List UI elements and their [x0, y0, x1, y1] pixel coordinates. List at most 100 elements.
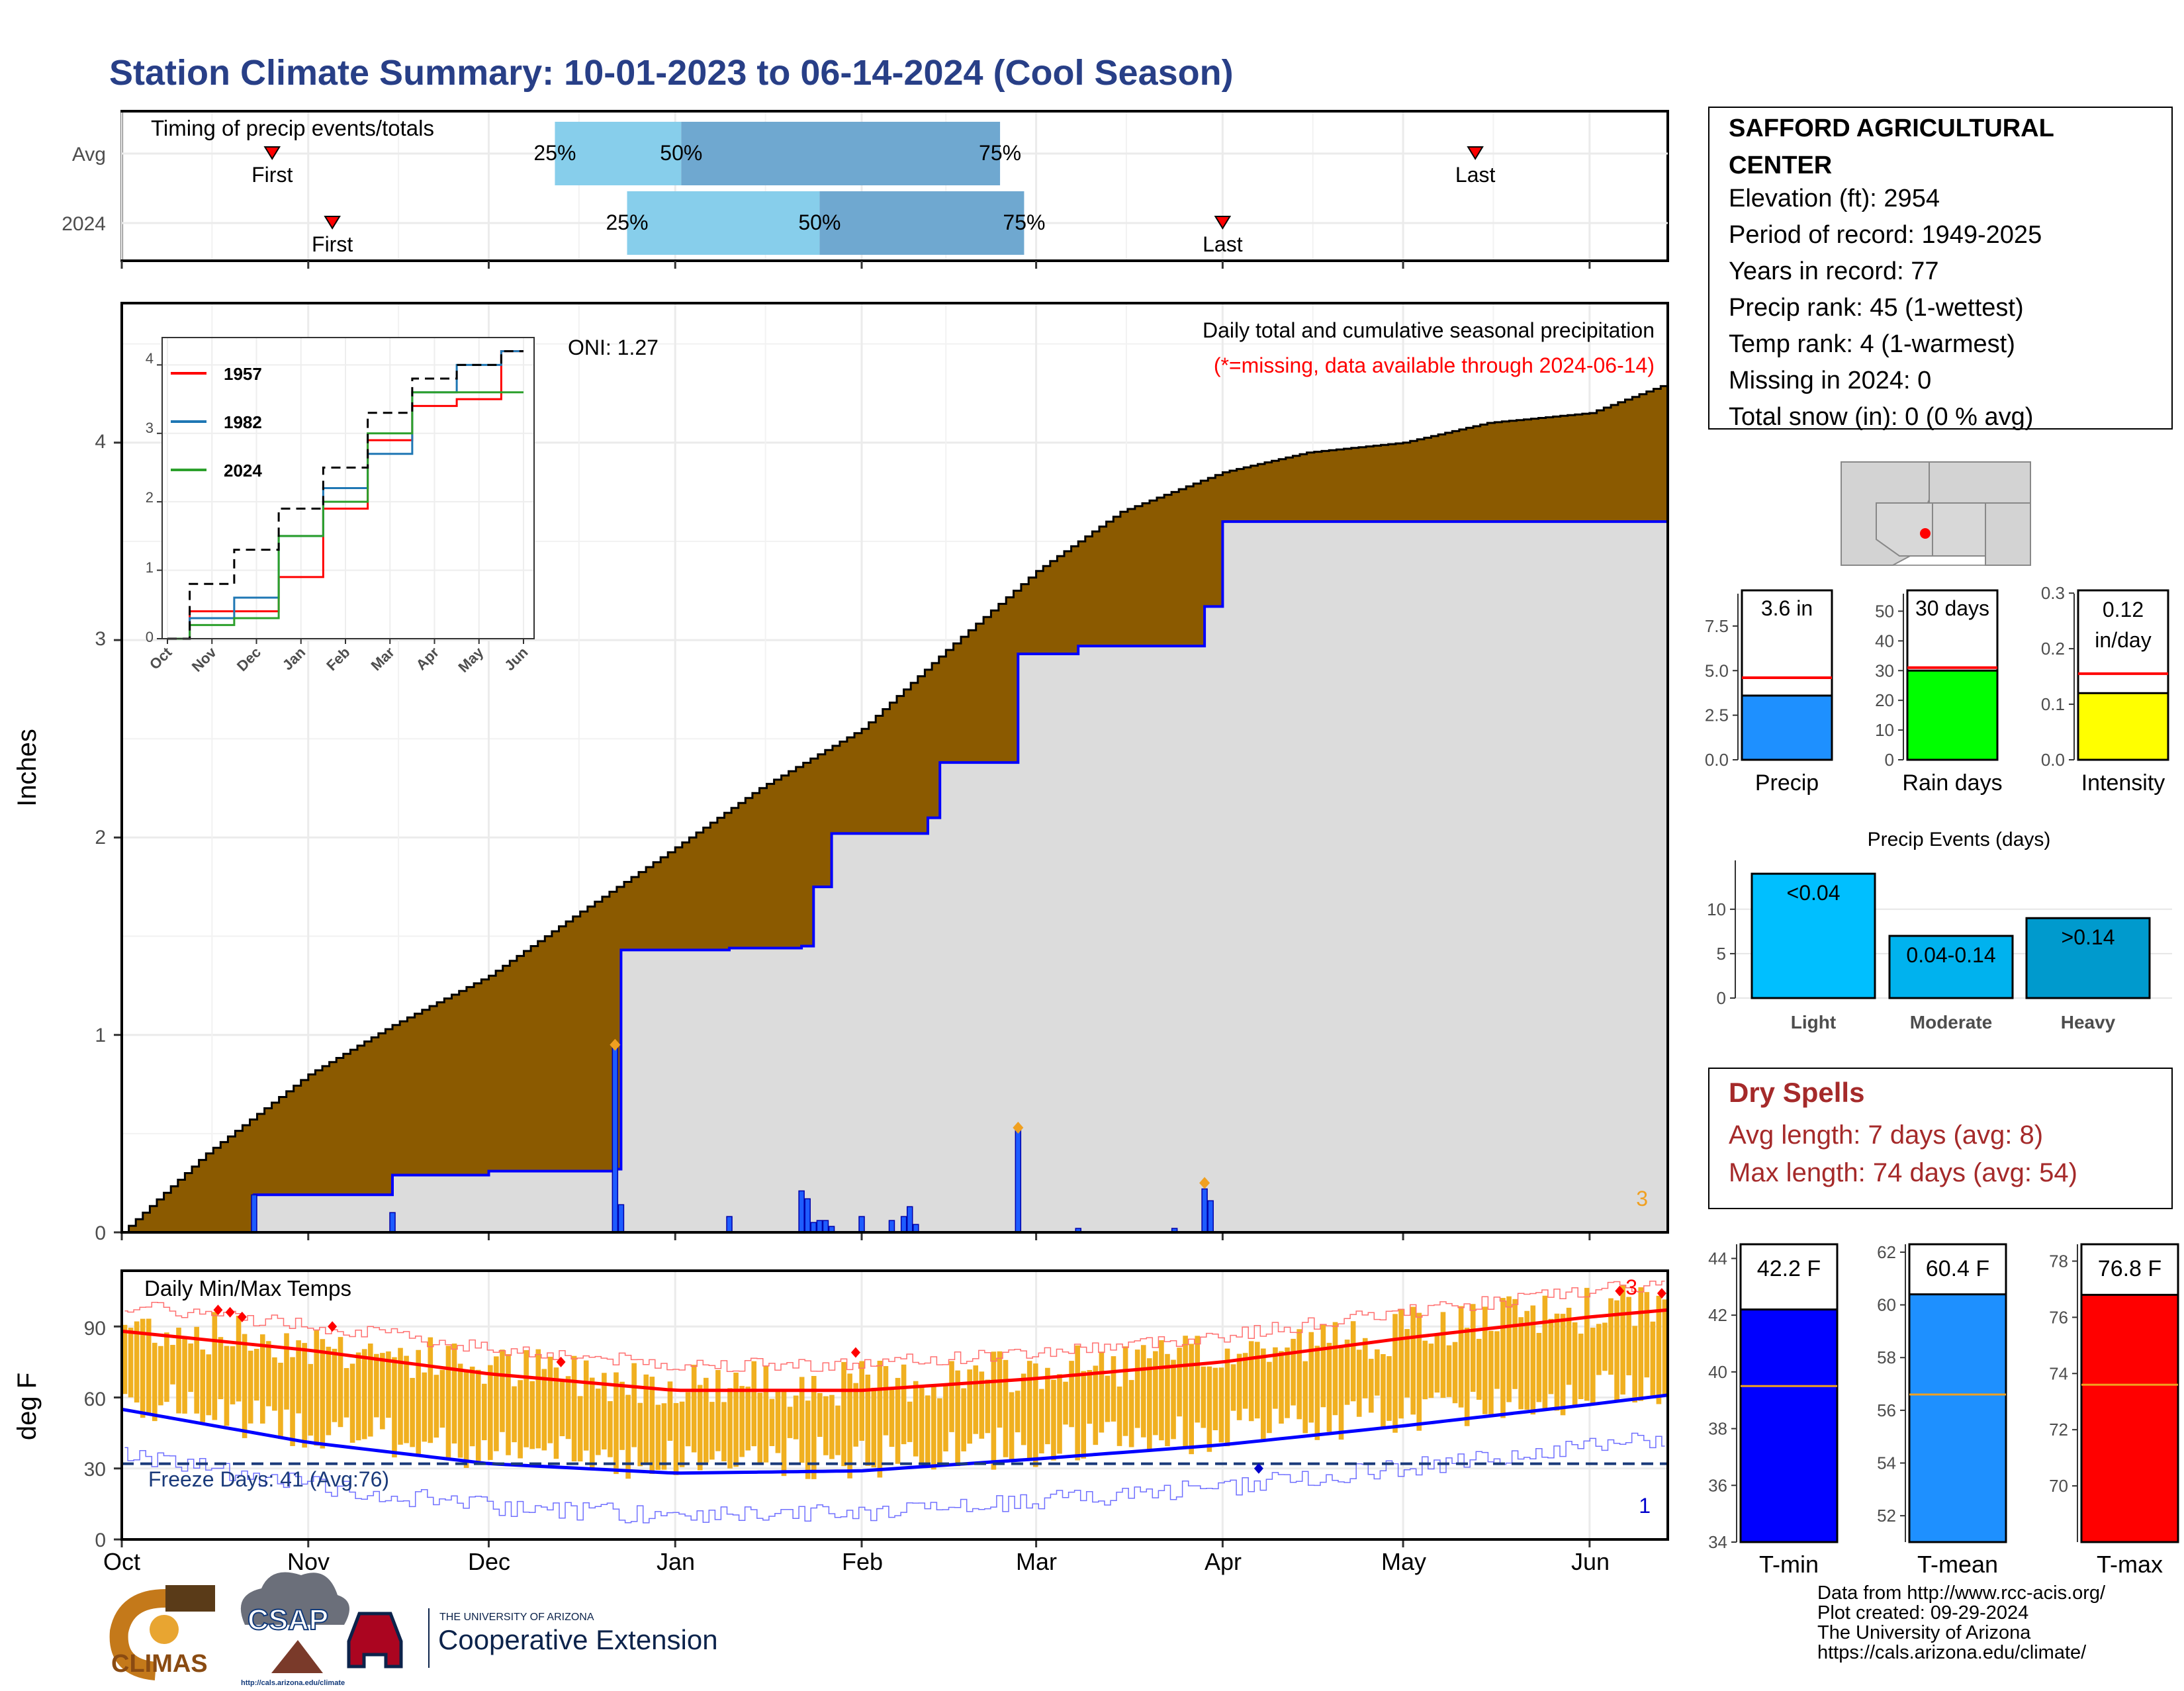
month-label-jan: Jan: [657, 1548, 695, 1575]
temp-range-bar-166: [1116, 1386, 1122, 1446]
summary-bars: 0.0 2.5 5.0 7.5 Precip 3.6 in 0 10 20 30 40 50 Rain …: [1705, 583, 2169, 796]
temp-range-bar-53: [439, 1369, 445, 1428]
temp-summary-label-2: T-max: [2097, 1551, 2163, 1578]
events-tick-label-0: 0: [1717, 988, 1726, 1008]
temp-range-bar-82: [614, 1372, 619, 1475]
temp-range-bar-105: [751, 1361, 757, 1447]
temp-range-bar-125: [871, 1387, 877, 1468]
timing-label-50-2024: 50%: [798, 210, 841, 234]
tick-label-temp-90: 90: [84, 1318, 106, 1340]
summary-value-0: 3.6 in: [1761, 596, 1813, 620]
summary-tick-label-1-4: 40: [1875, 631, 1894, 651]
temp-range-bar-190: [1261, 1348, 1266, 1440]
temp-range-bar-187: [1242, 1353, 1248, 1409]
temp-range-bar-242: [1572, 1322, 1578, 1407]
temp-summary-tick-label-0-1: 36: [1708, 1475, 1727, 1495]
temp-range-bar-30: [302, 1343, 307, 1448]
temp-range-bar-36: [338, 1337, 343, 1428]
temp-range-bar-221: [1446, 1345, 1452, 1397]
daily-precip-bar-2023-11-15: [389, 1212, 396, 1233]
temp-range-bar-14: [206, 1354, 212, 1416]
temp-summary-tick-label-0-5: 44: [1708, 1248, 1727, 1268]
temp-range-bar-119: [835, 1405, 841, 1455]
station-line-precip-rank: Precip rank: 45 (1-wettest): [1729, 294, 2024, 322]
temp-range-bar-97: [703, 1377, 709, 1463]
temp-range-bar-219: [1434, 1334, 1440, 1393]
temp-range-bar-173: [1159, 1340, 1164, 1441]
temp-range-bar-3: [140, 1318, 146, 1418]
temp-frame: [120, 1269, 1669, 1541]
dry-spells-box: Dry Spells Avg length: 7 days (avg: 8) M…: [1708, 1068, 2173, 1209]
temp-range-bar-54: [445, 1346, 451, 1460]
temp-range-bar-28: [290, 1357, 295, 1446]
temp-range-bar-130: [901, 1364, 907, 1445]
temp-range-bar-192: [1273, 1347, 1278, 1409]
temp-range-bar-21: [248, 1350, 253, 1424]
temp-range-bar-198: [1308, 1332, 1314, 1423]
temp-range-bar-106: [757, 1393, 763, 1464]
summary-tick-label-1-5: 50: [1875, 601, 1894, 621]
ua-block-a: [347, 1612, 403, 1668]
record-high-marker-3: [328, 1321, 338, 1332]
temp-range-bar-164: [1105, 1375, 1111, 1422]
temp-range-bar-87: [643, 1374, 649, 1464]
temp-range-bar-167: [1122, 1346, 1128, 1436]
daily-precip-bar-2024-03-30: [1207, 1200, 1214, 1233]
temp-range-bar-177: [1183, 1336, 1188, 1448]
timing-marks: 25% 50% 75% First Last 25% 50% 75% First Last: [251, 122, 1495, 256]
temp-summary-bar-t-max: [2080, 1293, 2179, 1543]
csap-logo-mountain: [271, 1640, 323, 1673]
tick-label-precip-1: 1: [95, 1025, 106, 1046]
station-location-dot: [1920, 528, 1931, 539]
timing-row-avg-label: Avg: [72, 144, 106, 165]
summary-tick-label-2-3: 0.3: [2041, 583, 2065, 603]
temp-range-bar-42: [374, 1353, 379, 1418]
missing-count: 3: [1636, 1187, 1648, 1211]
events-category-2: Heavy: [2061, 1012, 2116, 1032]
temp-range-bar-149: [1015, 1391, 1021, 1433]
summary-value-1: 30 days: [1915, 596, 1989, 620]
climas-logo-block: [165, 1585, 215, 1612]
temp-range-bar-129: [895, 1377, 901, 1464]
temp-range-bar-143: [979, 1371, 985, 1439]
timing-label-25-Avg: 25%: [533, 141, 576, 165]
station-line-missing: Missing in 2024: 0: [1729, 367, 1931, 394]
station-name-2: CENTER: [1729, 152, 1832, 179]
temp-summary-label-1: T-mean: [1917, 1551, 1998, 1578]
tick-label-precip-4: 4: [95, 431, 106, 453]
csap-logo-cloud: [240, 1572, 349, 1625]
ua-cooperative-extension-logo: THE UNIVERSITY OF ARIZONA Cooperative Ex…: [347, 1608, 718, 1668]
station-info-box: SAFFORD AGRICULTURAL CENTER Elevation (f…: [1708, 107, 2173, 431]
temp-range-bar-209: [1375, 1349, 1380, 1396]
temp-range-bar-19: [236, 1316, 242, 1402]
temp-range-bar-185: [1230, 1364, 1236, 1411]
daily-record-marker-1: [1013, 1121, 1024, 1134]
temp-range-bar-193: [1279, 1351, 1284, 1424]
timing-bar-50-75-2024: [819, 191, 1024, 255]
temp-range-bar-32: [314, 1330, 320, 1446]
temp-range-bar-169: [1134, 1349, 1140, 1428]
inset-xtick-label-jan: Jan: [279, 644, 308, 673]
daily-precip-bar-2024-02-01: [858, 1216, 865, 1233]
temp-range-bar-202: [1332, 1322, 1338, 1416]
temp-range-bar-124: [865, 1374, 871, 1466]
inset-tick-y-4: 4: [146, 350, 154, 367]
temp-range-bar-39: [355, 1352, 361, 1441]
temp-range-bar-141: [967, 1369, 972, 1444]
temp-range-bar-126: [877, 1361, 883, 1478]
x-axis-month-labels: Oct Nov Dec Jan Feb Mar Apr May Jun: [103, 1548, 1610, 1575]
temp-range-bar-5: [152, 1342, 158, 1422]
temp-range-bar-22: [253, 1349, 259, 1401]
temp-range-bar-220: [1440, 1312, 1446, 1398]
record-max-line: [124, 1281, 1665, 1372]
temp-summary-value-1: 60.4 F: [1926, 1256, 1989, 1281]
temp-range-bar-66: [518, 1380, 523, 1459]
events-bar-light: [1751, 872, 1876, 999]
footer-credits: Data from http://www.rcc-acis.org/ Plot …: [1817, 1582, 2106, 1663]
temp-range-bar-235: [1530, 1305, 1536, 1415]
temp-range-bar-188: [1248, 1341, 1254, 1422]
temp-range-bar-7: [164, 1332, 169, 1402]
month-label-nov: Nov: [287, 1548, 330, 1575]
temp-range-bar-8: [170, 1345, 175, 1385]
temp-range-bar-100: [721, 1402, 727, 1461]
